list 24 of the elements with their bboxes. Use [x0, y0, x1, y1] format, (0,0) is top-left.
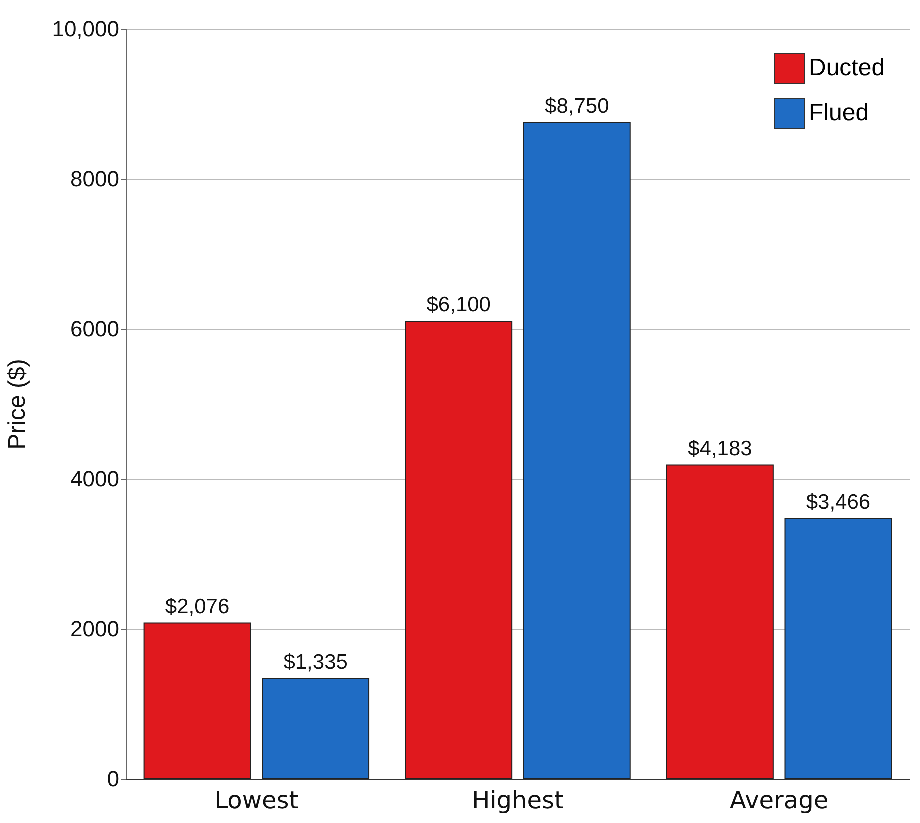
data-label: $6,100	[426, 294, 491, 316]
data-label: $1,335	[284, 650, 348, 674]
data-label: $4,183	[688, 437, 752, 460]
x-tick-label: Lowest	[214, 786, 299, 814]
y-axis-title: Price ($)	[4, 359, 32, 450]
x-tick-label: Average	[730, 786, 829, 814]
y-tick-label: 0	[107, 766, 120, 792]
legend-label: Ducted	[809, 54, 886, 82]
data-label: $3,466	[806, 491, 871, 514]
bar	[523, 122, 631, 780]
y-tick-label: 4000	[70, 466, 120, 492]
y-tick-label: 6000	[70, 316, 120, 342]
data-label: $8,750	[545, 94, 610, 118]
legend-label: Flued	[809, 100, 870, 126]
bar	[784, 518, 892, 780]
y-tick-label: 2000	[70, 616, 120, 642]
data-label: $2,076	[165, 595, 230, 618]
bar	[144, 622, 252, 780]
bar	[262, 678, 370, 780]
x-tick-label: Highest	[472, 786, 564, 814]
y-tick-label: 8000	[70, 166, 120, 192]
bar	[666, 464, 774, 780]
y-tick-label: 10,000	[52, 16, 120, 42]
bar	[405, 321, 513, 780]
